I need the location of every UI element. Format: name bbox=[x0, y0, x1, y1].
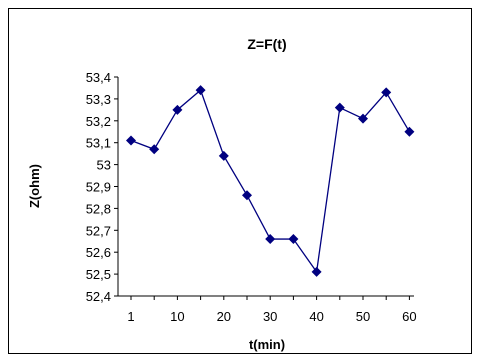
data-point bbox=[288, 234, 299, 245]
y-tick-label: 52,4 bbox=[86, 289, 111, 304]
data-point bbox=[149, 144, 160, 155]
x-tick-label: 50 bbox=[356, 309, 370, 324]
data-point bbox=[126, 135, 136, 146]
x-tick-label: 1 bbox=[127, 309, 134, 324]
x-axis-ticks: 1 10 20 30 40 50 60 bbox=[127, 296, 417, 324]
y-tick-label: 52,8 bbox=[86, 201, 111, 216]
y-tick-label: 52,5 bbox=[86, 267, 111, 282]
data-point bbox=[242, 190, 252, 201]
y-tick-label: 53,2 bbox=[86, 114, 111, 129]
x-tick-label: 20 bbox=[217, 309, 231, 324]
data-point bbox=[172, 104, 183, 115]
y-tick-label: 53,4 bbox=[86, 70, 111, 85]
y-axis-ticks: 52,4 52,5 52,6 52,7 52,8 52,9 53 53,1 53,2 53,3 53… bbox=[86, 70, 118, 304]
x-axis-title: t(min) bbox=[249, 337, 285, 352]
chart-title: Z=F(t) bbox=[247, 36, 286, 52]
y-tick-label: 53,3 bbox=[86, 92, 111, 107]
data-point bbox=[381, 87, 392, 98]
data-point bbox=[334, 102, 345, 113]
data-point bbox=[218, 150, 229, 161]
data-point bbox=[265, 234, 276, 245]
y-tick-label: 52,9 bbox=[86, 180, 111, 195]
series-group bbox=[126, 85, 415, 277]
x-tick-label: 30 bbox=[263, 309, 277, 324]
y-tick-label: 53 bbox=[97, 158, 111, 173]
data-point bbox=[358, 113, 368, 124]
y-tick-label: 52,6 bbox=[86, 245, 111, 260]
series-line bbox=[130, 89, 410, 274]
x-tick-label: 40 bbox=[309, 309, 323, 324]
y-tick-label: 53,1 bbox=[86, 136, 111, 151]
y-tick-label: 52,7 bbox=[86, 223, 111, 238]
data-point bbox=[404, 126, 415, 137]
data-point bbox=[311, 266, 322, 277]
data-point bbox=[195, 85, 206, 96]
x-tick-label: 60 bbox=[402, 309, 416, 324]
x-tick-label: 10 bbox=[170, 309, 184, 324]
y-axis-title: Z(ohm) bbox=[27, 164, 42, 208]
